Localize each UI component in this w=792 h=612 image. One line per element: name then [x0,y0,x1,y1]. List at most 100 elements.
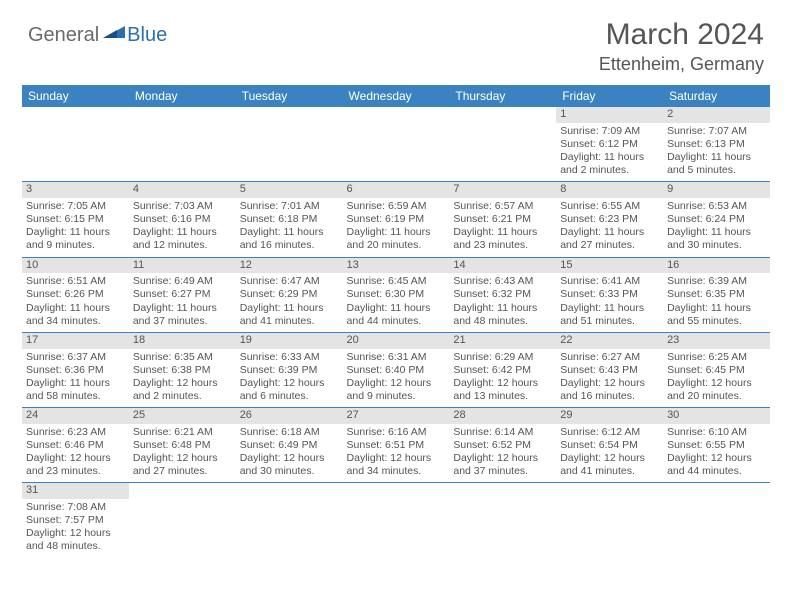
day-line: and 27 minutes. [133,465,232,478]
brand-logo: General Blue [28,18,167,49]
day-number: 27 [343,408,450,424]
calendar-cell: 18Sunrise: 6:35 AMSunset: 6:38 PMDayligh… [129,332,236,407]
day-line: Daylight: 11 hours [26,226,125,239]
day-line: Daylight: 12 hours [133,377,232,390]
day-header: Saturday [663,85,770,107]
day-line: and 9 minutes. [347,390,446,403]
day-line: Daylight: 11 hours [560,151,659,164]
day-line: Daylight: 11 hours [347,226,446,239]
calendar-cell: 23Sunrise: 6:25 AMSunset: 6:45 PMDayligh… [663,332,770,407]
calendar-cell: 31Sunrise: 7:08 AMSunset: 7:57 PMDayligh… [22,483,129,558]
day-number: 13 [343,258,450,274]
day-line: and 2 minutes. [133,390,232,403]
day-content: Sunrise: 6:51 AMSunset: 6:26 PMDaylight:… [22,273,129,332]
calendar-cell: 28Sunrise: 6:14 AMSunset: 6:52 PMDayligh… [449,408,556,483]
day-line: and 44 minutes. [347,315,446,328]
day-line: Sunset: 6:42 PM [453,364,552,377]
day-line: Sunrise: 6:51 AM [26,275,125,288]
day-number: 5 [236,182,343,198]
calendar-cell: 8Sunrise: 6:55 AMSunset: 6:23 PMDaylight… [556,182,663,257]
day-line: Sunset: 6:49 PM [240,439,339,452]
day-line: Sunrise: 7:07 AM [667,125,766,138]
calendar-cell: 1Sunrise: 7:09 AMSunset: 6:12 PMDaylight… [556,107,663,182]
calendar-cell: 26 Sunrise: 6:18 AMSunset: 6:49 PMDayligh… [236,408,343,483]
day-line: Daylight: 12 hours [26,452,125,465]
calendar-week: 24Sunrise: 6:23 AMSunset: 6:46 PMDayligh… [22,408,770,483]
calendar-cell: 17Sunrise: 6:37 AMSunset: 6:36 PMDayligh… [22,332,129,407]
brand-part2: Blue [127,24,167,47]
calendar-cell: 9Sunrise: 6:53 AMSunset: 6:24 PMDaylight… [663,182,770,257]
day-line: Sunrise: 6:31 AM [347,351,446,364]
day-line: and 2 minutes. [560,164,659,177]
day-line: Sunrise: 6:14 AM [453,426,552,439]
day-line: Daylight: 11 hours [453,226,552,239]
day-line: and 37 minutes. [133,315,232,328]
day-line: Sunrise: 6:35 AM [133,351,232,364]
calendar-cell: 27Sunrise: 6:16 AMSunset: 6:51 PMDayligh… [343,408,450,483]
day-line: and 34 minutes. [26,315,125,328]
day-line: Sunrise: 6:25 AM [667,351,766,364]
day-line: Daylight: 11 hours [240,226,339,239]
day-line: Daylight: 12 hours [560,377,659,390]
day-number: 30 [663,408,770,424]
day-line: Daylight: 11 hours [26,302,125,315]
brand-part1: General [28,24,99,47]
day-line: and 58 minutes. [26,390,125,403]
day-line: Sunset: 6:12 PM [560,138,659,151]
calendar-cell [129,483,236,558]
day-line: Daylight: 12 hours [453,377,552,390]
day-line: and 27 minutes. [560,239,659,252]
day-content: Sunrise: 6:45 AMSunset: 6:30 PMDaylight:… [343,273,450,332]
day-number: 7 [449,182,556,198]
day-line: Daylight: 11 hours [133,302,232,315]
day-line: Sunset: 6:36 PM [26,364,125,377]
calendar-cell: 25Sunrise: 6:21 AMSunset: 6:48 PMDayligh… [129,408,236,483]
calendar-cell [663,483,770,558]
calendar-week: 31Sunrise: 7:08 AMSunset: 7:57 PMDayligh… [22,483,770,558]
day-line: Sunrise: 6:43 AM [453,275,552,288]
day-line: Sunset: 6:35 PM [667,288,766,301]
calendar-cell: 24Sunrise: 6:23 AMSunset: 6:46 PMDayligh… [22,408,129,483]
day-line: Sunrise: 6:18 AM [240,426,339,439]
day-content: Sunrise: 7:05 AMSunset: 6:15 PMDaylight:… [22,198,129,257]
day-line: and 48 minutes. [26,540,125,553]
calendar-cell [236,483,343,558]
day-number: 26 [236,408,343,424]
day-line: and 9 minutes. [26,239,125,252]
day-line: Sunrise: 7:08 AM [26,501,125,514]
month-title: March 2024 [599,18,764,52]
day-content: Sunrise: 7:01 AMSunset: 6:18 PMDaylight:… [236,198,343,257]
day-content: Sunrise: 6:14 AMSunset: 6:52 PMDaylight:… [449,424,556,483]
day-content: Sunrise: 6:57 AMSunset: 6:21 PMDaylight:… [449,198,556,257]
day-number: 29 [556,408,663,424]
day-line: Daylight: 12 hours [133,452,232,465]
header: General Blue March 2024 Ettenheim, Germa… [0,0,792,81]
day-line: Daylight: 12 hours [667,377,766,390]
day-line: Daylight: 11 hours [667,226,766,239]
day-line: Sunrise: 6:10 AM [667,426,766,439]
day-content: Sunrise: 6:25 AMSunset: 6:45 PMDaylight:… [663,349,770,408]
day-line: Sunset: 6:30 PM [347,288,446,301]
day-line: and 20 minutes. [667,390,766,403]
day-line: and 12 minutes. [133,239,232,252]
day-number: 19 [236,333,343,349]
day-number: 23 [663,333,770,349]
day-line: Sunrise: 6:59 AM [347,200,446,213]
day-line: Sunrise: 6:27 AM [560,351,659,364]
day-line: Sunset: 6:32 PM [453,288,552,301]
day-content: Sunrise: 6:33 AMSunset: 6:39 PMDaylight:… [236,349,343,408]
day-line: and 51 minutes. [560,315,659,328]
day-line: and 16 minutes. [560,390,659,403]
day-line: Sunrise: 6:55 AM [560,200,659,213]
day-line: Sunset: 6:16 PM [133,213,232,226]
day-line: Daylight: 12 hours [240,452,339,465]
day-line: Sunset: 6:39 PM [240,364,339,377]
day-line: Sunrise: 6:47 AM [240,275,339,288]
day-content: Sunrise: 7:08 AMSunset: 7:57 PMDaylight:… [22,499,129,558]
day-line: and 6 minutes. [240,390,339,403]
calendar-cell: 13Sunrise: 6:45 AMSunset: 6:30 PMDayligh… [343,257,450,332]
day-line: Sunset: 6:21 PM [453,213,552,226]
calendar-cell: 5Sunrise: 7:01 AMSunset: 6:18 PMDaylight… [236,182,343,257]
day-line: Sunrise: 6:23 AM [26,426,125,439]
day-line: Daylight: 11 hours [453,302,552,315]
